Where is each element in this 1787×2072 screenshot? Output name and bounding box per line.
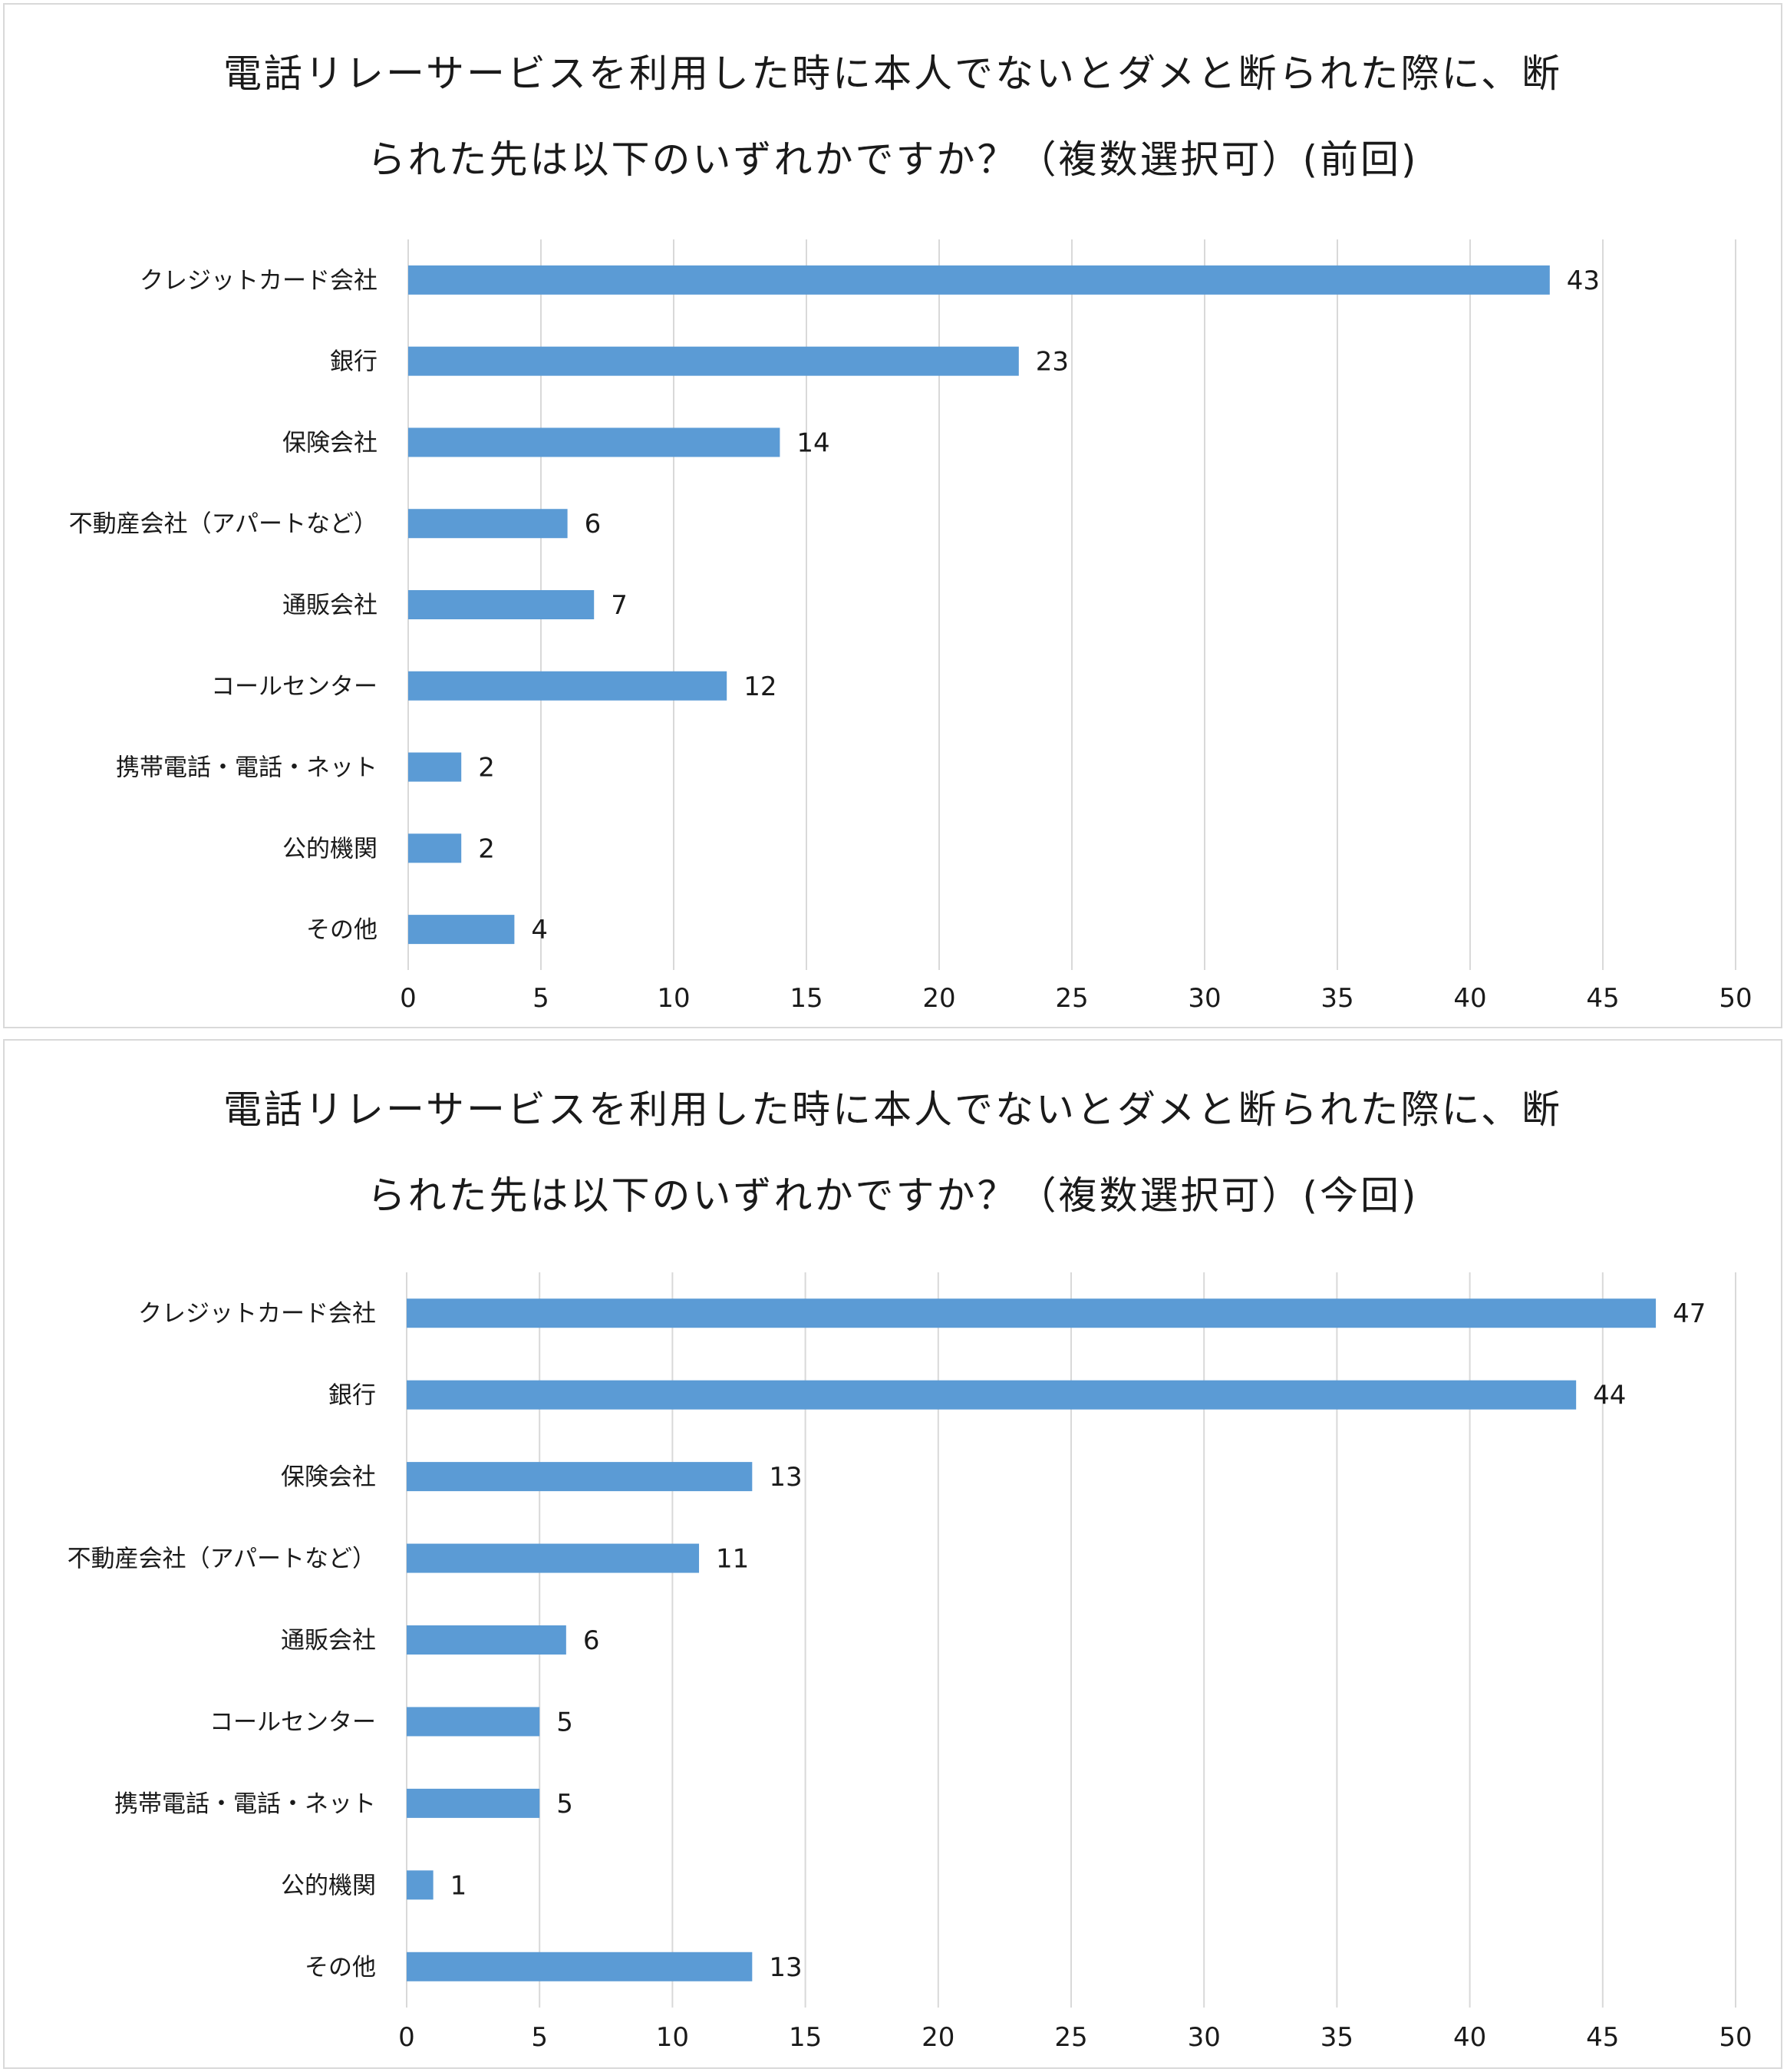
x-tick-label: 10: [656, 2022, 689, 2053]
x-tick-label: 50: [1719, 983, 1752, 1014]
chart-title-line-2: られた先は以下のいずれかですか？（複数選択可）(今回): [367, 1173, 1419, 1218]
x-tick-label: 15: [789, 2022, 822, 2053]
bar: [408, 590, 595, 619]
data-label: 4: [531, 915, 548, 945]
data-label: 13: [769, 1462, 802, 1493]
bar: [407, 1870, 434, 1900]
data-label: 6: [583, 1625, 600, 1656]
x-tick-label: 20: [922, 983, 955, 1014]
data-label: 11: [716, 1544, 749, 1575]
chart-panel-current: 電話リレーサービスを利用した時に本人でないとダメと断られた際に、断 られた先は以…: [3, 1039, 1782, 2069]
data-label: 2: [478, 833, 495, 864]
category-label: コールセンター: [209, 1708, 376, 1736]
category-label: 保険会社: [281, 1463, 376, 1491]
data-label: 5: [556, 1707, 573, 1737]
data-label: 43: [1567, 266, 1600, 296]
data-label: 2: [478, 753, 495, 784]
x-tick-label: 35: [1320, 983, 1353, 1014]
x-tick-label: 40: [1453, 2022, 1486, 2053]
data-label: 47: [1673, 1298, 1706, 1329]
data-label: 1: [450, 1870, 467, 1901]
bar: [408, 265, 1550, 295]
category-label: 不動産会社（アパートなど）: [69, 510, 378, 538]
chart-panel-previous: 電話リレーサービスを利用した時に本人でないとダメと断られた際に、断 られた先は以…: [3, 3, 1782, 1028]
category-label: 携帯電話・電話・ネット: [116, 754, 378, 782]
bar: [408, 509, 568, 539]
bar: [408, 915, 515, 945]
x-tick-label: 30: [1188, 983, 1221, 1014]
bar: [408, 752, 462, 782]
data-label: 12: [743, 671, 776, 702]
x-tick-label: 15: [790, 983, 823, 1014]
category-label: クレジットカード会社: [138, 1300, 376, 1328]
category-label: コールセンター: [211, 673, 378, 701]
bar: [407, 1462, 753, 1492]
x-tick-label: 45: [1586, 2022, 1619, 2053]
data-label: 6: [585, 509, 602, 539]
bar-chart-previous: 0 5 10 15 20 25 30 35 40 45 50 43 クレジットカード会社 23 銀行 14 保険…: [69, 239, 1752, 1014]
bar: [407, 1380, 1577, 1410]
category-label: 携帯電話・電話・ネット: [114, 1790, 376, 1818]
bar: [407, 1625, 566, 1655]
category-label: 不動産会社（アパートなど）: [68, 1546, 376, 1573]
category-label: 銀行: [330, 348, 378, 376]
data-label: 23: [1036, 347, 1069, 378]
chart-title-line-2: られた先は以下のいずれかですか？（複数選択可）(前回): [367, 137, 1419, 182]
x-tick-label: 5: [531, 2022, 548, 2053]
bar: [407, 1707, 540, 1737]
bar: [408, 427, 780, 457]
bar: [408, 346, 1019, 376]
x-tick-label: 50: [1719, 2022, 1752, 2053]
bar: [407, 1952, 753, 1981]
x-tick-label: 35: [1320, 2022, 1353, 2053]
x-tick-label: 40: [1453, 983, 1486, 1014]
category-label: その他: [305, 1954, 376, 1981]
bar: [407, 1788, 540, 1818]
chart-title: 電話リレーサービスを利用した時に本人でないとダメと断られた際に、断 られた先は以…: [5, 5, 1781, 203]
x-tick-label: 45: [1586, 983, 1619, 1014]
bar: [407, 1298, 1657, 1328]
chart-title: 電話リレーサービスを利用した時に本人でないとダメと断られた際に、断 られた先は以…: [5, 1041, 1781, 1239]
data-label: 5: [556, 1789, 573, 1820]
chart-title-line-1: 電話リレーサービスを利用した時に本人でないとダメと断られた際に、断: [223, 1087, 1562, 1132]
data-label: 14: [796, 427, 829, 458]
category-label: 通販会社: [281, 1627, 376, 1655]
x-tick-label: 0: [400, 983, 417, 1014]
x-tick-label: 25: [1054, 2022, 1087, 2053]
data-label: 44: [1593, 1381, 1626, 1411]
bar: [407, 1543, 700, 1573]
data-label: 7: [611, 590, 628, 621]
category-label: クレジットカード会社: [140, 267, 378, 295]
x-tick-label: 25: [1055, 983, 1088, 1014]
x-tick-label: 20: [922, 2022, 954, 2053]
bar-chart-current: 0 5 10 15 20 25 30 35 40 45 5047クレジットカード会社44銀行13保険…: [68, 1272, 1752, 2053]
category-label: 通販会社: [282, 592, 378, 619]
x-tick-label: 30: [1188, 2022, 1221, 2053]
bar: [408, 671, 727, 701]
chart-title-line-1: 電話リレーサービスを利用した時に本人でないとダメと断られた際に、断: [223, 51, 1562, 96]
x-tick-label: 10: [657, 983, 690, 1014]
bar: [408, 833, 462, 863]
category-label: 保険会社: [282, 429, 378, 457]
data-label: 13: [769, 1952, 802, 1983]
category-label: その他: [306, 916, 378, 944]
category-label: 公的機関: [282, 835, 378, 863]
x-tick-label: 0: [398, 2022, 415, 2053]
x-tick-label: 5: [532, 983, 549, 1014]
category-label: 公的機関: [281, 1872, 376, 1899]
category-label: 銀行: [328, 1382, 376, 1410]
